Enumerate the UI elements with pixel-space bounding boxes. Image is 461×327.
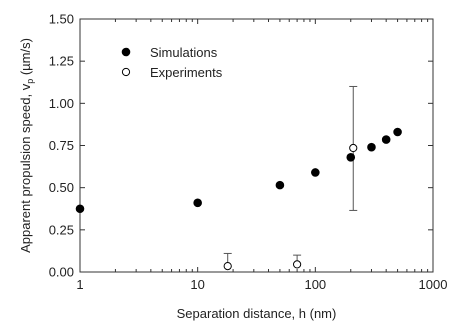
axis-ticks: 0.00 0.25 0.50 0.75 1.00 1.25 1.50 1 10 100 1000 xyxy=(49,12,448,293)
legend-label-simulations: Simulations xyxy=(150,45,218,60)
x-axis-title: Separation distance, h (nm) xyxy=(177,306,337,321)
simulation-point xyxy=(311,168,320,177)
y-tick-label: 1.50 xyxy=(49,12,74,27)
data-points xyxy=(75,127,402,271)
y-axis-title-subscript: p xyxy=(25,79,35,84)
simulation-point xyxy=(367,142,376,152)
x-tick-label: 100 xyxy=(304,277,326,292)
plot-frame xyxy=(79,18,434,273)
y-axis-title-main: Apparent propulsion speed, v xyxy=(18,83,33,253)
y-tick-label: 0.50 xyxy=(49,180,74,195)
simulation-point xyxy=(75,204,85,214)
error-bars xyxy=(223,85,358,263)
legend: Simulations Experiments xyxy=(121,45,223,80)
simulation-point xyxy=(393,127,402,137)
x-tick-label: 1000 xyxy=(419,277,448,292)
x-tick-label: 1 xyxy=(76,277,83,292)
x-tick-label: 10 xyxy=(190,277,204,292)
legend-label-experiments: Experiments xyxy=(150,65,223,80)
experiment-point xyxy=(223,261,232,271)
y-tick-label: 1.00 xyxy=(49,96,74,111)
legend-marker-experiments xyxy=(121,67,131,77)
y-axis-title: Apparent propulsion speed, vp (µm/s) xyxy=(18,38,35,253)
y-tick-label: 0.25 xyxy=(49,222,74,237)
y-tick-label: 0.00 xyxy=(49,265,74,280)
y-tick-label: 1.25 xyxy=(49,54,74,69)
experiment-point xyxy=(293,260,302,269)
simulation-point xyxy=(346,153,356,162)
y-tick-label: 0.75 xyxy=(49,138,74,153)
experiment-point xyxy=(349,143,358,153)
legend-marker-simulations xyxy=(121,47,131,57)
simulation-point xyxy=(193,198,202,208)
simulation-point xyxy=(275,180,285,190)
y-axis-title-unit: (µm/s) xyxy=(18,38,33,79)
simulation-point xyxy=(381,135,391,144)
